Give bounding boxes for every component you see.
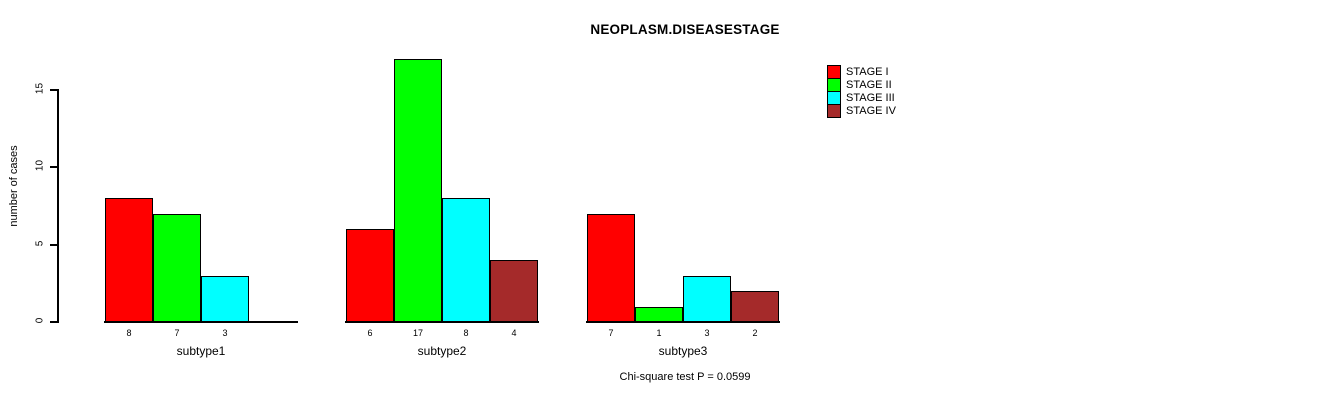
legend-label: STAGE III [846, 92, 895, 104]
y-axis-tick [50, 89, 57, 91]
y-axis-tick [50, 166, 57, 169]
y-axis-line [57, 89, 59, 323]
group-baseline [345, 321, 539, 323]
y-axis-tick [50, 321, 57, 323]
legend-swatch [827, 65, 841, 79]
bar [346, 229, 394, 322]
bar-value-label: 6 [367, 328, 373, 338]
bar [731, 291, 779, 322]
group-label: subtype2 [417, 344, 467, 358]
y-axis-tick-label: 10 [34, 160, 46, 172]
bar-value-label: 7 [174, 328, 180, 338]
bar-value-label: 17 [412, 328, 423, 338]
legend-label: STAGE II [846, 79, 892, 91]
legend-label: STAGE IV [846, 105, 896, 117]
bar-value-label: 3 [222, 328, 228, 338]
bar [635, 307, 683, 322]
legend-swatch [827, 104, 841, 118]
legend-label: STAGE I [846, 66, 889, 78]
y-axis-tick-label: 5 [34, 240, 46, 246]
bar [442, 198, 490, 322]
y-axis-tick-label: 0 [34, 317, 46, 324]
y-axis-tick-label: 15 [34, 82, 46, 95]
group-label: subtype1 [176, 344, 226, 358]
bar-value-label: 2 [752, 328, 758, 338]
bar [201, 276, 249, 322]
bar [683, 276, 731, 322]
bar [105, 198, 153, 322]
bar [394, 59, 442, 322]
bar [490, 260, 538, 322]
bar-value-label: 3 [704, 328, 710, 338]
y-axis-tick [50, 243, 57, 246]
chart-title: NEOPLASM.DISEASESTAGE [590, 22, 780, 37]
group-label: subtype3 [658, 344, 708, 358]
bar-value-label: 8 [463, 328, 469, 338]
bar [587, 214, 635, 322]
legend-swatch [827, 78, 841, 92]
group-baseline [104, 321, 298, 323]
annotation-text: Chi-square test P = 0.0599 [619, 371, 751, 383]
y-axis-label: number of cases [8, 145, 20, 227]
bar-value-label: 4 [511, 328, 517, 338]
bar-value-label: 8 [126, 328, 132, 338]
bar [153, 214, 201, 322]
legend-swatch [827, 91, 841, 105]
bar-value-label: 1 [656, 328, 662, 338]
group-baseline [586, 321, 780, 323]
bar-value-label: 7 [608, 328, 614, 338]
